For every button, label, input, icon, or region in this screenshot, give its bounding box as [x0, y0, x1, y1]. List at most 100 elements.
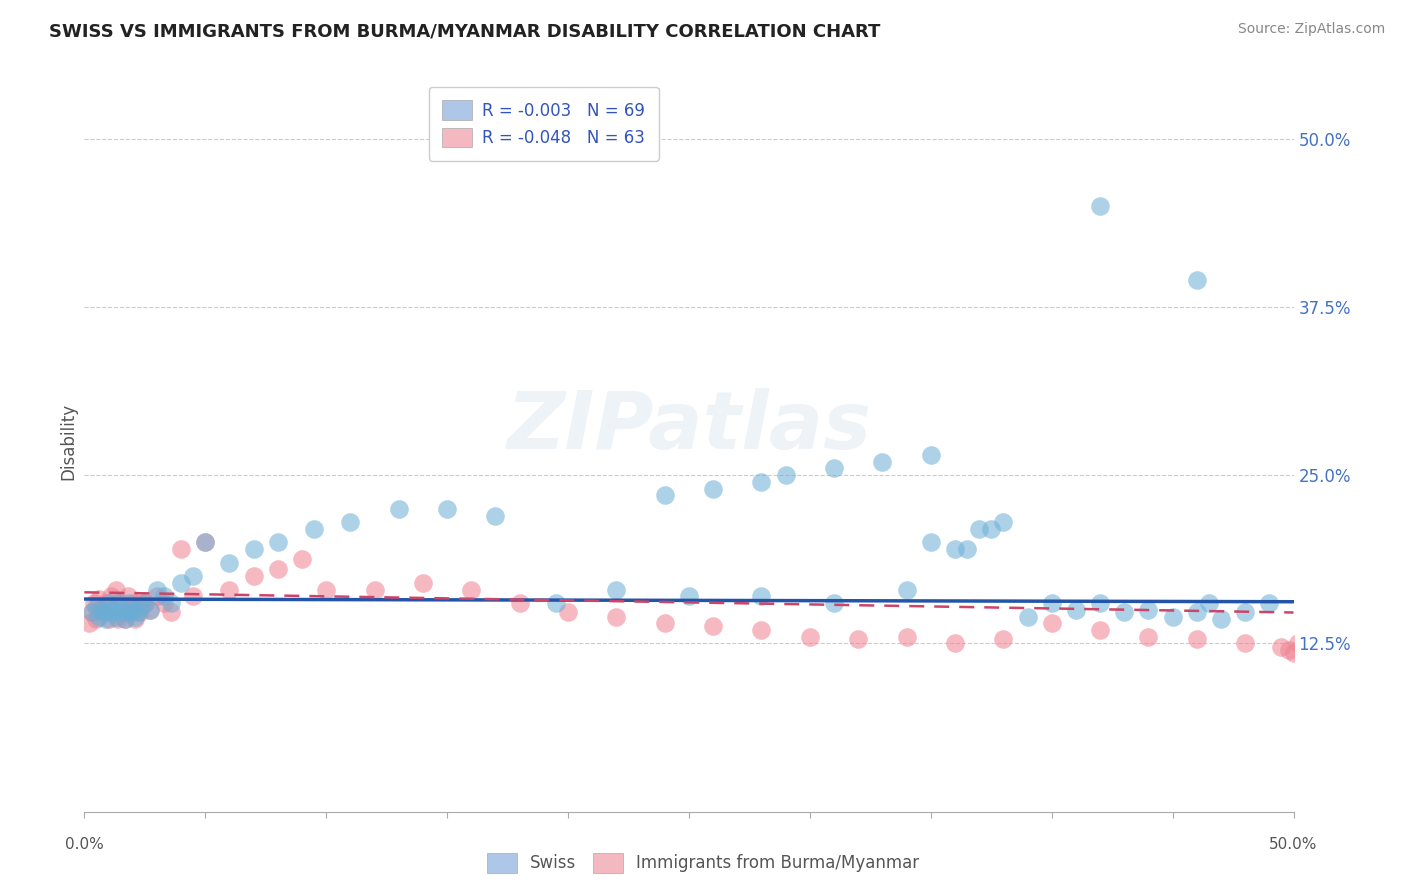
Point [112, 606, 135, 620]
Point [1295, 632, 1317, 647]
Point [751, 623, 773, 637]
Point [315, 582, 337, 597]
Point [218, 556, 240, 570]
Point [1306, 606, 1329, 620]
Point [103, 603, 125, 617]
Point [993, 516, 1015, 530]
Point [823, 461, 845, 475]
Point [160, 596, 183, 610]
Point [194, 535, 217, 549]
Point [302, 522, 325, 536]
Point [1286, 636, 1309, 650]
Point [134, 596, 156, 610]
Legend: Swiss, Immigrants from Burma/Myanmar: Swiss, Immigrants from Burma/Myanmar [479, 847, 927, 880]
Point [544, 596, 567, 610]
Point [363, 582, 385, 597]
Y-axis label: Disability: Disability [59, 403, 77, 480]
Point [896, 630, 918, 644]
Point [1312, 616, 1334, 631]
Point [87, 592, 110, 607]
Text: 0.0%: 0.0% [65, 838, 104, 853]
Point [194, 535, 217, 549]
Point [129, 600, 152, 615]
Point [117, 596, 139, 610]
Point [129, 606, 152, 620]
Point [605, 609, 627, 624]
Point [103, 606, 125, 620]
Point [120, 606, 142, 620]
Point [484, 508, 506, 523]
Point [170, 542, 193, 557]
Legend: R = -0.003   N = 69, R = -0.048   N = 63: R = -0.003 N = 69, R = -0.048 N = 63 [429, 87, 658, 161]
Point [1017, 609, 1039, 624]
Point [823, 596, 845, 610]
Point [80, 606, 103, 620]
Point [146, 582, 169, 597]
Point [1040, 596, 1063, 610]
Point [267, 535, 290, 549]
Point [153, 590, 176, 604]
Point [218, 582, 240, 597]
Point [751, 475, 773, 489]
Point [86, 600, 108, 615]
Point [920, 535, 942, 549]
Point [1114, 606, 1136, 620]
Point [94, 612, 117, 626]
Point [291, 551, 314, 566]
Point [114, 612, 136, 626]
Point [77, 616, 100, 631]
Point [97, 596, 120, 610]
Point [86, 612, 108, 626]
Point [605, 582, 627, 597]
Point [896, 582, 918, 597]
Point [160, 606, 183, 620]
Point [1185, 606, 1208, 620]
Point [460, 582, 482, 597]
Point [112, 606, 135, 620]
Point [138, 603, 160, 617]
Point [124, 612, 146, 626]
Point [83, 596, 105, 610]
Point [170, 575, 193, 590]
Point [943, 542, 966, 557]
Point [1258, 596, 1281, 610]
Point [90, 603, 112, 617]
Point [557, 606, 579, 620]
Point [1302, 596, 1324, 610]
Point [993, 632, 1015, 647]
Point [117, 590, 139, 604]
Point [114, 612, 136, 626]
Point [799, 630, 821, 644]
Point [121, 603, 143, 617]
Point [100, 603, 122, 617]
Point [943, 636, 966, 650]
Point [967, 522, 990, 536]
Point [1185, 632, 1208, 647]
Point [678, 590, 700, 604]
Point [339, 516, 361, 530]
Point [242, 542, 264, 557]
Point [1088, 199, 1111, 213]
Point [1234, 606, 1257, 620]
Point [1234, 636, 1257, 650]
Point [980, 522, 1002, 536]
Point [100, 590, 122, 604]
Point [104, 582, 127, 597]
Point [846, 632, 869, 647]
Point [1198, 596, 1220, 610]
Point [1040, 616, 1063, 631]
Text: Source: ZipAtlas.com: Source: ZipAtlas.com [1237, 22, 1385, 37]
Point [110, 596, 132, 610]
Point [1278, 643, 1301, 657]
Point [1282, 646, 1305, 660]
Point [107, 596, 129, 610]
Point [1137, 630, 1160, 644]
Point [80, 606, 103, 620]
Point [436, 501, 458, 516]
Text: ZIPatlas: ZIPatlas [506, 388, 872, 466]
Point [120, 603, 142, 617]
Point [702, 619, 724, 633]
Point [127, 596, 149, 610]
Point [127, 606, 149, 620]
Point [1088, 623, 1111, 637]
